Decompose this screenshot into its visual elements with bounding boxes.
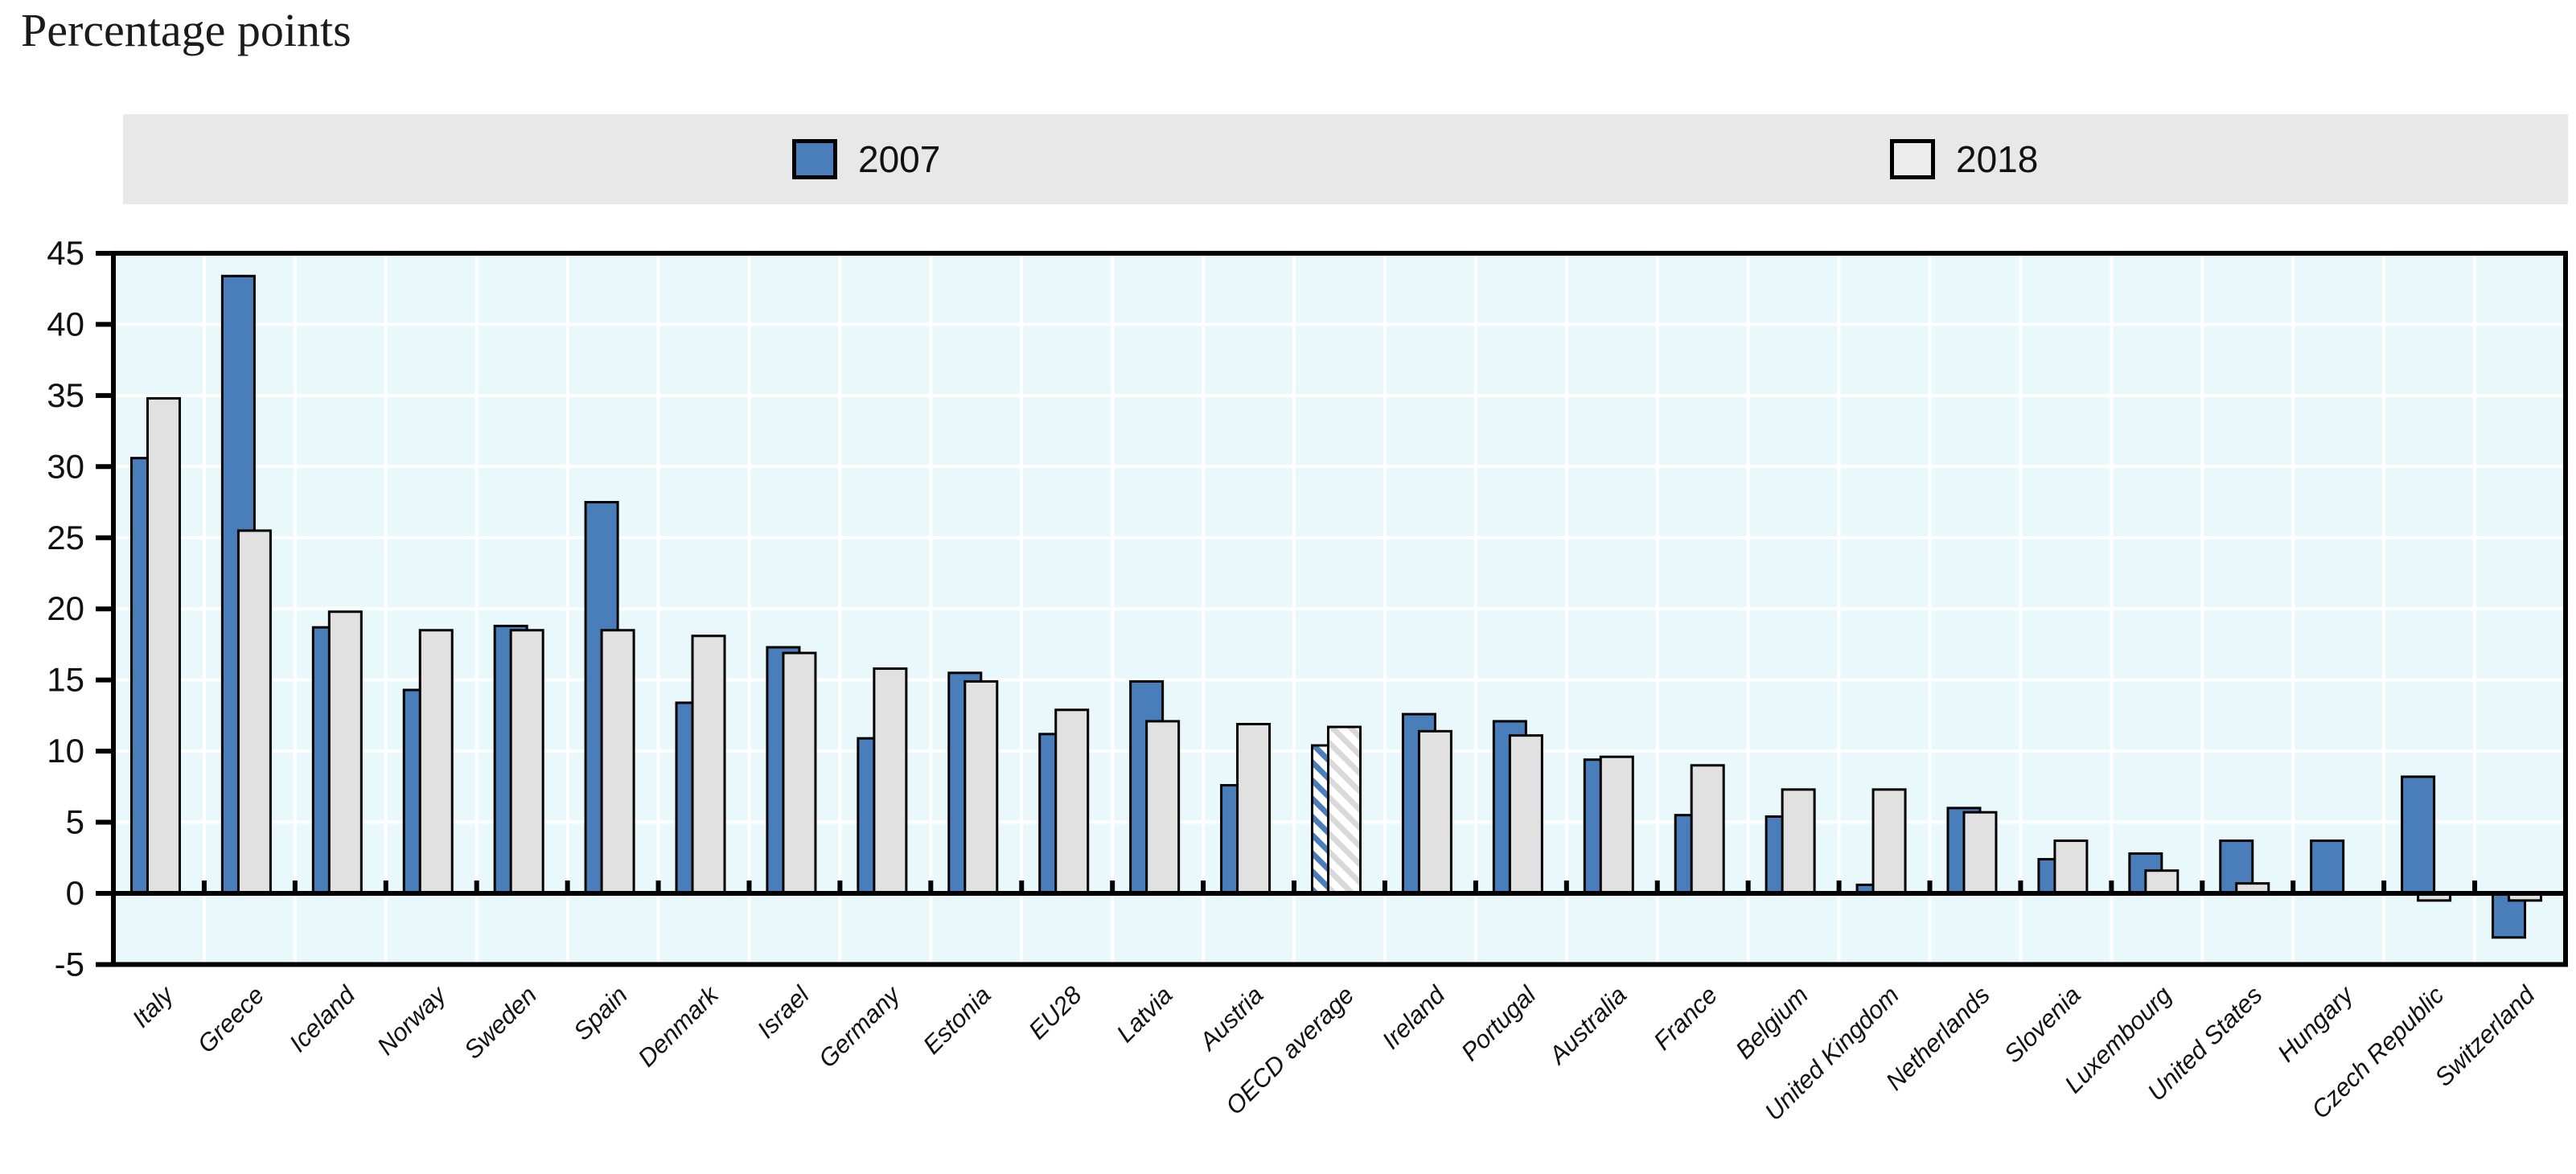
y-tick-label: 35	[47, 376, 84, 414]
legend-item-2007: 2007	[792, 114, 940, 204]
x-label-latvia: Latvia	[1111, 981, 1177, 1048]
bar-2018-sweden	[509, 629, 544, 895]
bar-2018-iceland	[327, 610, 363, 895]
bar-2018-norway	[418, 629, 454, 895]
y-tick-label: 0	[66, 874, 84, 912]
bar-2018-australia	[1599, 755, 1634, 895]
x-label-ireland: Ireland	[1377, 979, 1452, 1054]
x-label-hungary: Hungary	[2272, 979, 2360, 1067]
y-tick-label: 40	[47, 305, 84, 343]
x-label-switzerland: Switzerland	[2429, 979, 2541, 1091]
x-label-sweden: Sweden	[458, 981, 542, 1065]
bar-2018-greece	[236, 529, 272, 895]
bar-2018-estonia	[963, 679, 999, 895]
y-tick-label: 5	[66, 803, 84, 841]
x-label-denmark: Denmark	[632, 980, 725, 1073]
bar-2018-portugal	[1508, 734, 1543, 895]
y-tick-label: 30	[47, 447, 84, 485]
legend-label-2018: 2018	[1956, 138, 2039, 180]
x-label-greece: Greece	[192, 981, 270, 1059]
y-tick-label: 20	[47, 589, 84, 627]
bar-2018-slovenia	[2053, 839, 2089, 895]
y-tick-label: 25	[47, 519, 84, 556]
bar-2018-netherlands	[1962, 811, 1998, 895]
x-label-italy: Italy	[126, 979, 180, 1033]
x-label-portugal: Portugal	[1456, 980, 1542, 1066]
x-label-germany: Germany	[813, 979, 907, 1073]
y-tick-label: 10	[47, 732, 84, 770]
x-label-iceland: Iceland	[284, 979, 362, 1057]
x-label-norway: Norway	[372, 979, 453, 1061]
x-label-austria: Austria	[1193, 981, 1268, 1057]
x-label-slovenia: Slovenia	[1999, 981, 2086, 1069]
bar-2018-latvia	[1145, 720, 1181, 895]
y-tick-label: -5	[55, 945, 84, 983]
bar-2018-denmark	[691, 634, 726, 895]
bar-2018-oecd-average	[1327, 725, 1362, 895]
x-label-spain: Spain	[568, 981, 633, 1046]
bar-2018-eu28	[1054, 708, 1090, 895]
legend-label-2007: 2007	[858, 138, 941, 180]
y-tick-label: 15	[47, 661, 84, 699]
bar-2018-luxembourg	[2144, 869, 2180, 895]
x-label-france: France	[1648, 981, 1723, 1056]
bar-2007-czech-republic	[2401, 775, 2436, 895]
x-label-israel: Israel	[752, 980, 816, 1044]
bar-2018-ireland	[1417, 729, 1452, 895]
x-label-estonia: Estonia	[918, 981, 996, 1060]
bar-2018-belgium	[1781, 788, 1816, 895]
bar-2018-united-kingdom	[1871, 788, 1907, 895]
bar-2007-hungary	[2310, 839, 2345, 895]
bar-2018-france	[1690, 764, 1725, 895]
legend-swatch-2007	[792, 139, 837, 179]
legend-band: 2007 2018	[123, 114, 2568, 204]
legend-swatch-2018	[1890, 139, 1935, 179]
page-title: Percentage points	[21, 4, 351, 56]
bar-2018-israel	[782, 651, 817, 895]
y-tick-label: 45	[47, 234, 84, 272]
x-label-belgium: Belgium	[1730, 981, 1814, 1065]
bar-2018-germany	[873, 667, 908, 895]
bar-2018-austria	[1236, 722, 1272, 895]
bar-2018-spain	[600, 629, 635, 895]
x-label-australia: Australia	[1543, 981, 1632, 1070]
x-label-eu28: EU28	[1023, 980, 1087, 1045]
bar-2018-italy	[146, 396, 181, 895]
legend-item-2018: 2018	[1890, 114, 2038, 204]
